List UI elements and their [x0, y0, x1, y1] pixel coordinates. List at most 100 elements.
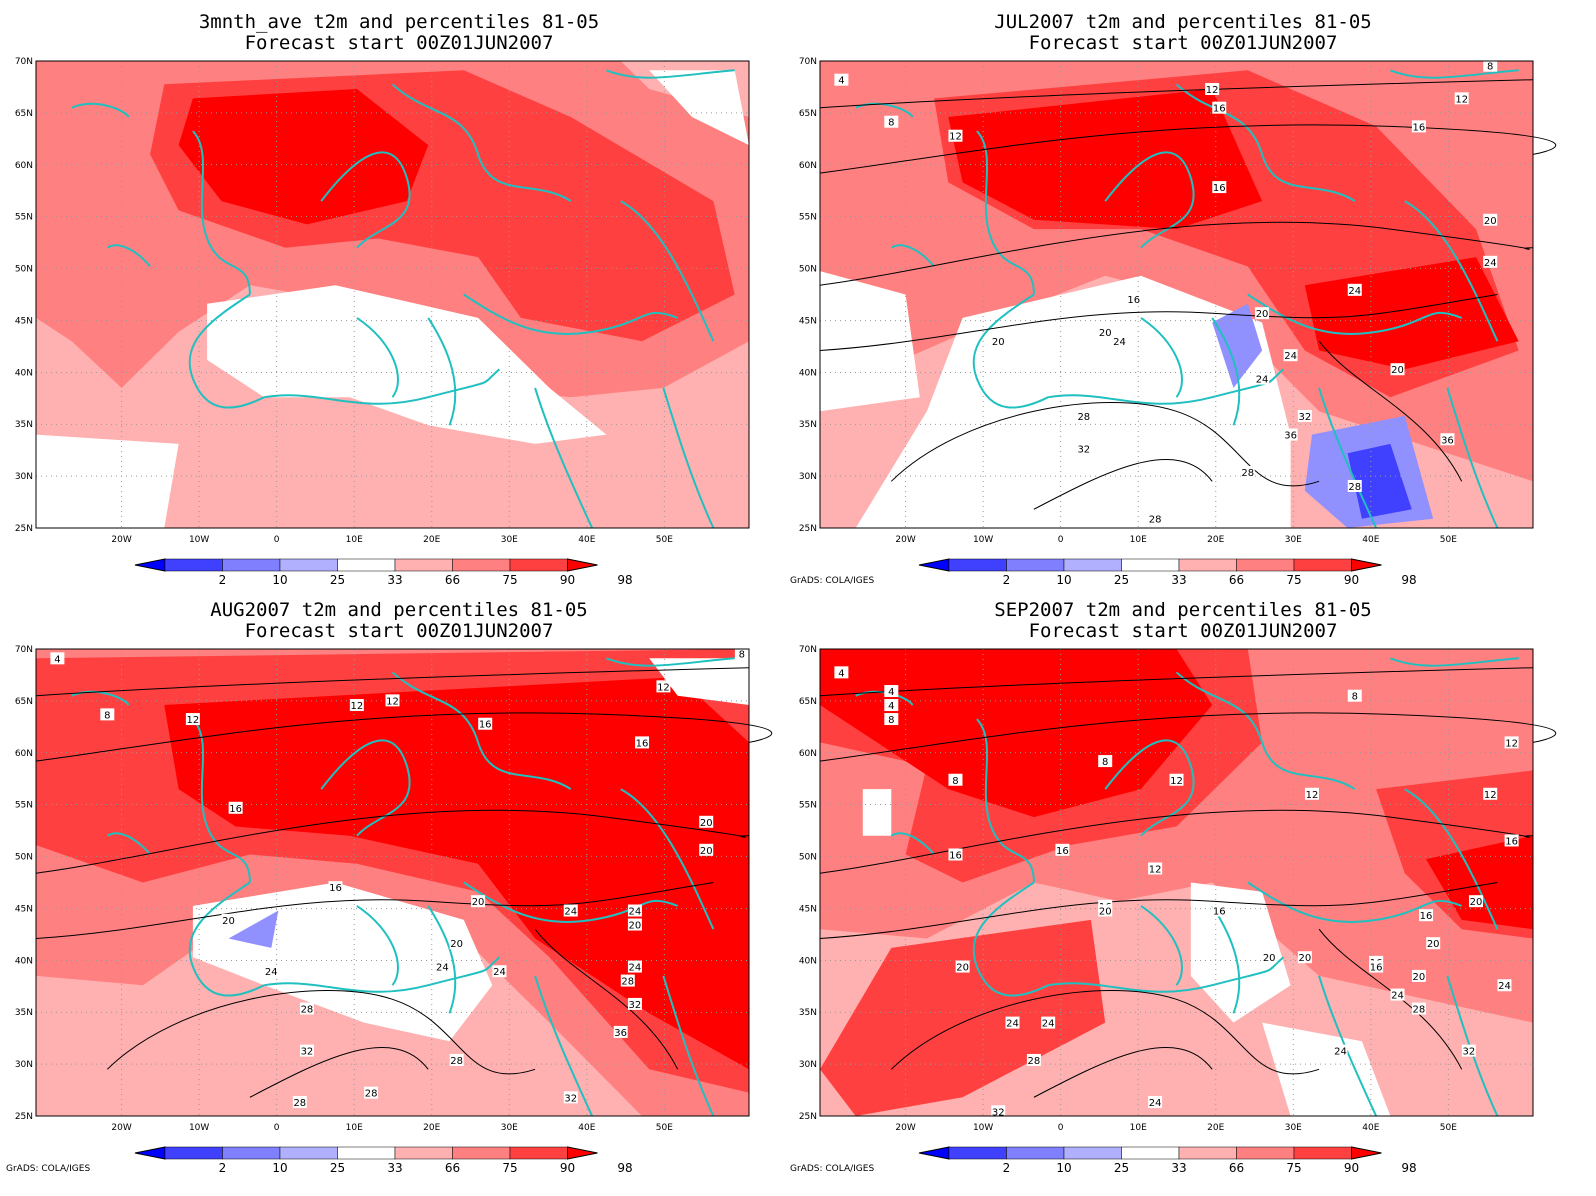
lat-tick-label: 55N: [799, 801, 817, 811]
shading-layer: [820, 649, 1533, 1116]
contour-label: 24: [265, 967, 278, 978]
lat-tick-label: 30N: [799, 1060, 817, 1070]
contour-label: 24: [1334, 1047, 1347, 1058]
contour-label-box: [1411, 120, 1426, 133]
contour-label: 16: [1505, 836, 1518, 847]
contour-label-box: [1297, 409, 1312, 422]
contour-label: 20: [1427, 939, 1440, 950]
contour-label: 28: [1028, 1056, 1041, 1067]
colorbar-label: 90: [1344, 1161, 1359, 1175]
colorbar: 2 10 25 33 66 75 90 98: [134, 1146, 633, 1175]
coastline: [264, 956, 501, 993]
coastline: [188, 881, 265, 997]
contour-label-box: [1454, 92, 1469, 105]
lat-tick-label: 25N: [15, 1112, 33, 1122]
shaded-region: [820, 271, 920, 412]
contour-label-box: [1098, 325, 1113, 338]
contour-line: [35, 667, 750, 697]
contour-label: 24: [1149, 1098, 1162, 1109]
colorbar-swatch: [1236, 1146, 1295, 1160]
lon-tick-label: 10E: [346, 1123, 363, 1133]
contour-label-box: [299, 1044, 314, 1057]
lon-tick-label: 50E: [656, 1123, 673, 1133]
lon-tick-label: 30E: [501, 1123, 518, 1133]
contour-label: 8: [888, 118, 894, 129]
contour-label-box: [1005, 1016, 1020, 1029]
contour-label-box: [492, 965, 507, 978]
colorbar-label: 2: [219, 1161, 227, 1175]
coastline: [463, 881, 679, 923]
contour-label: 16: [1213, 907, 1226, 918]
coastline: [356, 317, 399, 398]
colorbar-swatch: [222, 1146, 281, 1160]
lat-tick-label: 35N: [799, 420, 817, 430]
contour-label: 12: [1306, 790, 1319, 801]
coastline: [890, 832, 935, 856]
colorbar-label: 25: [330, 1161, 345, 1175]
coastlines: [855, 657, 1519, 1117]
contour-label: 24: [1113, 337, 1126, 348]
shading-layer: [36, 61, 749, 528]
contour-label: 12: [1206, 85, 1219, 96]
contour-label-box: [349, 699, 364, 712]
contour-label: 28: [621, 977, 634, 988]
lon-tick-label: 10W: [189, 535, 209, 545]
contour-label-box: [1148, 512, 1163, 525]
contour-label: 20: [1256, 309, 1269, 320]
contour-line: [819, 124, 1557, 174]
colorbar-arrow-left: [918, 558, 950, 572]
coastline: [463, 293, 679, 335]
colorbar-label: 2: [1003, 573, 1011, 587]
plot-frame: [819, 60, 1534, 529]
lat-tick-label: 55N: [15, 213, 33, 223]
contour-label-box: [185, 713, 200, 726]
shaded-region: [1190, 882, 1291, 1023]
contour-label: 20: [1099, 907, 1112, 918]
contour-label: 12: [350, 701, 363, 712]
colorbar: 2 10 25 33 66 75 90 98: [918, 1146, 1417, 1175]
colorbar-label: 33: [387, 1161, 402, 1175]
lat-tick-label: 40N: [15, 368, 33, 378]
contour-label: 12: [386, 696, 399, 707]
contour-label: 20: [1298, 953, 1311, 964]
contour-label-box: [264, 965, 279, 978]
contour-label-box: [1411, 969, 1426, 982]
lat-tick-label: 70N: [799, 57, 817, 67]
contour-label: 4: [838, 76, 844, 87]
lat-tick-label: 45N: [15, 316, 33, 326]
panel-title: 3mnth_ave t2m and percentiles 81-05: [198, 11, 600, 33]
contour-label: 28: [365, 1089, 378, 1100]
contour-line: [35, 809, 750, 874]
contour-label: 24: [1042, 1019, 1055, 1030]
contour-label-box: [734, 647, 749, 660]
coastline: [1175, 671, 1356, 790]
coastline: [356, 905, 399, 986]
contour-label-box: [1483, 59, 1498, 72]
coastline: [620, 788, 715, 930]
coastline: [976, 130, 1035, 295]
lat-tick-label: 65N: [799, 109, 817, 119]
coastline: [972, 293, 1049, 409]
contour-label-box: [1483, 255, 1498, 268]
colorbar-swatch: [452, 1146, 511, 1160]
coastline: [620, 200, 715, 342]
colorbar-swatch: [1293, 558, 1352, 572]
coastline: [972, 881, 1049, 997]
contour-label-box: [627, 918, 642, 931]
lon-tick-label: 20E: [1207, 535, 1224, 545]
contour-label-box: [292, 1095, 307, 1108]
contour-label: 8: [104, 710, 110, 721]
coastline: [1390, 657, 1519, 667]
contour-line: [819, 221, 1534, 286]
lat-tick-label: 45N: [799, 316, 817, 326]
contour-label-box: [50, 652, 65, 665]
lat-tick-label: 40N: [799, 956, 817, 966]
contour-label-box: [1347, 689, 1362, 702]
contour-label-box: [1212, 181, 1227, 194]
contour-label: 20: [700, 846, 713, 857]
lat-tick-label: 25N: [15, 524, 33, 534]
contour-label: 28: [1348, 482, 1361, 493]
contour-label: 16: [1213, 104, 1226, 115]
lon-tick-label: 40E: [1362, 535, 1379, 545]
contour-label-box: [328, 881, 343, 894]
